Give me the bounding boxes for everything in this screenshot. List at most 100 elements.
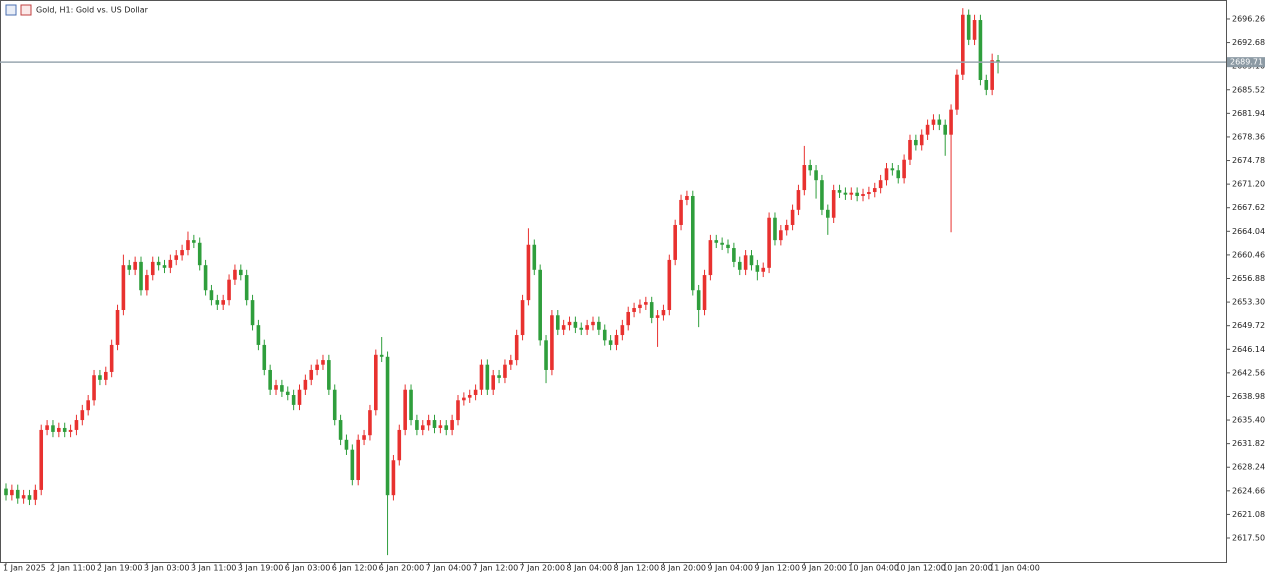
y-tick-label: 2667.62 [1232, 203, 1265, 212]
candle-body [837, 190, 842, 193]
candle-body [802, 165, 807, 191]
candle-body [15, 489, 20, 499]
candle-body [908, 139, 912, 160]
candle-body [168, 259, 173, 268]
x-tick-label: 10 Jan 20:00 [942, 564, 993, 573]
candle-body [368, 410, 372, 436]
candle-body [162, 265, 167, 268]
y-tick-label: 2664.04 [1232, 227, 1265, 236]
candle-body [749, 255, 754, 266]
candle-body [250, 300, 255, 326]
candle-body [978, 20, 983, 81]
y-tick-label: 2671.20 [1232, 180, 1265, 189]
candle-body [544, 340, 548, 370]
candle-body [714, 240, 719, 243]
candle-body [133, 261, 137, 270]
candle-body [608, 340, 613, 345]
candle-body [831, 190, 836, 218]
candle-body [872, 188, 877, 193]
candle-body [438, 425, 443, 428]
candle-body [620, 325, 625, 336]
candle-body [491, 375, 496, 390]
x-tick-label: 3 Jan 19:00 [238, 564, 284, 573]
candle-body [450, 420, 454, 430]
candle-body [156, 261, 161, 266]
candle-body [708, 240, 713, 276]
candle-body [74, 420, 79, 430]
x-tick-label: 7 Jan 20:00 [520, 564, 566, 573]
candle-body [931, 119, 936, 125]
candle-body [4, 488, 8, 496]
candle-body [784, 224, 789, 231]
candle-body [227, 279, 231, 301]
candle-body [514, 335, 519, 361]
candle-body [280, 385, 284, 392]
candle-body [702, 275, 707, 310]
candle-body [526, 244, 531, 301]
candle-body [661, 309, 666, 316]
x-tick-label: 2 Jan 11:00 [50, 564, 96, 573]
x-tick-label: 7 Jan 04:00 [426, 564, 472, 573]
candle-body [632, 308, 636, 312]
y-tick-label: 2617.50 [1232, 534, 1265, 543]
candle-body [685, 195, 689, 200]
candle-body [790, 209, 795, 225]
candle-body [297, 389, 302, 405]
current-price-box [1227, 57, 1265, 68]
candle-body [972, 20, 977, 40]
x-tick-label: 9 Jan 12:00 [754, 564, 800, 573]
candle-body [673, 224, 677, 260]
candle-body [374, 354, 378, 411]
candle-body [456, 400, 460, 421]
chart-title: Gold, H1: Gold vs. US Dollar [36, 6, 149, 15]
x-tick-label: 1 Jan 2025 [3, 564, 46, 573]
candle-body [68, 429, 73, 432]
y-tick-label: 2696.26 [1232, 14, 1265, 23]
candle-body [644, 302, 648, 305]
candle-body [409, 389, 413, 421]
candle-body [21, 495, 26, 499]
icon [20, 4, 32, 16]
candle-body [103, 371, 108, 380]
candle-body [567, 321, 572, 326]
y-tick-label: 2642.56 [1232, 368, 1265, 377]
candle-body [473, 389, 478, 396]
candle-body [690, 195, 695, 291]
x-tick-label: 2 Jan 19:00 [97, 564, 143, 573]
candle-body [485, 364, 490, 390]
candle-body [937, 119, 942, 125]
candle-body [796, 190, 801, 210]
candle-body [855, 192, 859, 196]
candle-body [197, 242, 202, 266]
candle-body [57, 427, 61, 432]
candle-body [391, 460, 396, 496]
candle-body [303, 379, 308, 390]
candle-body [479, 364, 484, 390]
candle-body [344, 439, 349, 450]
candle-body [961, 14, 965, 75]
candle-body [127, 265, 132, 270]
candle-body [385, 356, 390, 496]
candle-body [591, 321, 595, 326]
candle-body [826, 209, 830, 218]
x-tick-label: 6 Jan 12:00 [332, 564, 378, 573]
candle-body [145, 275, 149, 291]
candle-body [327, 360, 331, 390]
candle-body [949, 109, 953, 135]
current-price-label: 2689.71 [1230, 58, 1263, 67]
candle-body [121, 265, 126, 310]
candle-body [602, 329, 607, 341]
x-tick-label: 9 Jan 04:00 [707, 564, 753, 573]
candle-body [10, 489, 14, 496]
y-tick-label: 2631.82 [1232, 439, 1265, 448]
x-tick-label: 9 Jan 20:00 [801, 564, 847, 573]
candle-body [350, 449, 355, 481]
x-tick-label: 11 Jan 04:00 [989, 564, 1040, 573]
candle-body [174, 255, 179, 260]
candle-body [573, 321, 578, 328]
x-tick-label: 6 Jan 03:00 [285, 564, 331, 573]
candle-body [638, 304, 642, 309]
candle-body [878, 180, 883, 189]
candle-body [315, 364, 319, 370]
